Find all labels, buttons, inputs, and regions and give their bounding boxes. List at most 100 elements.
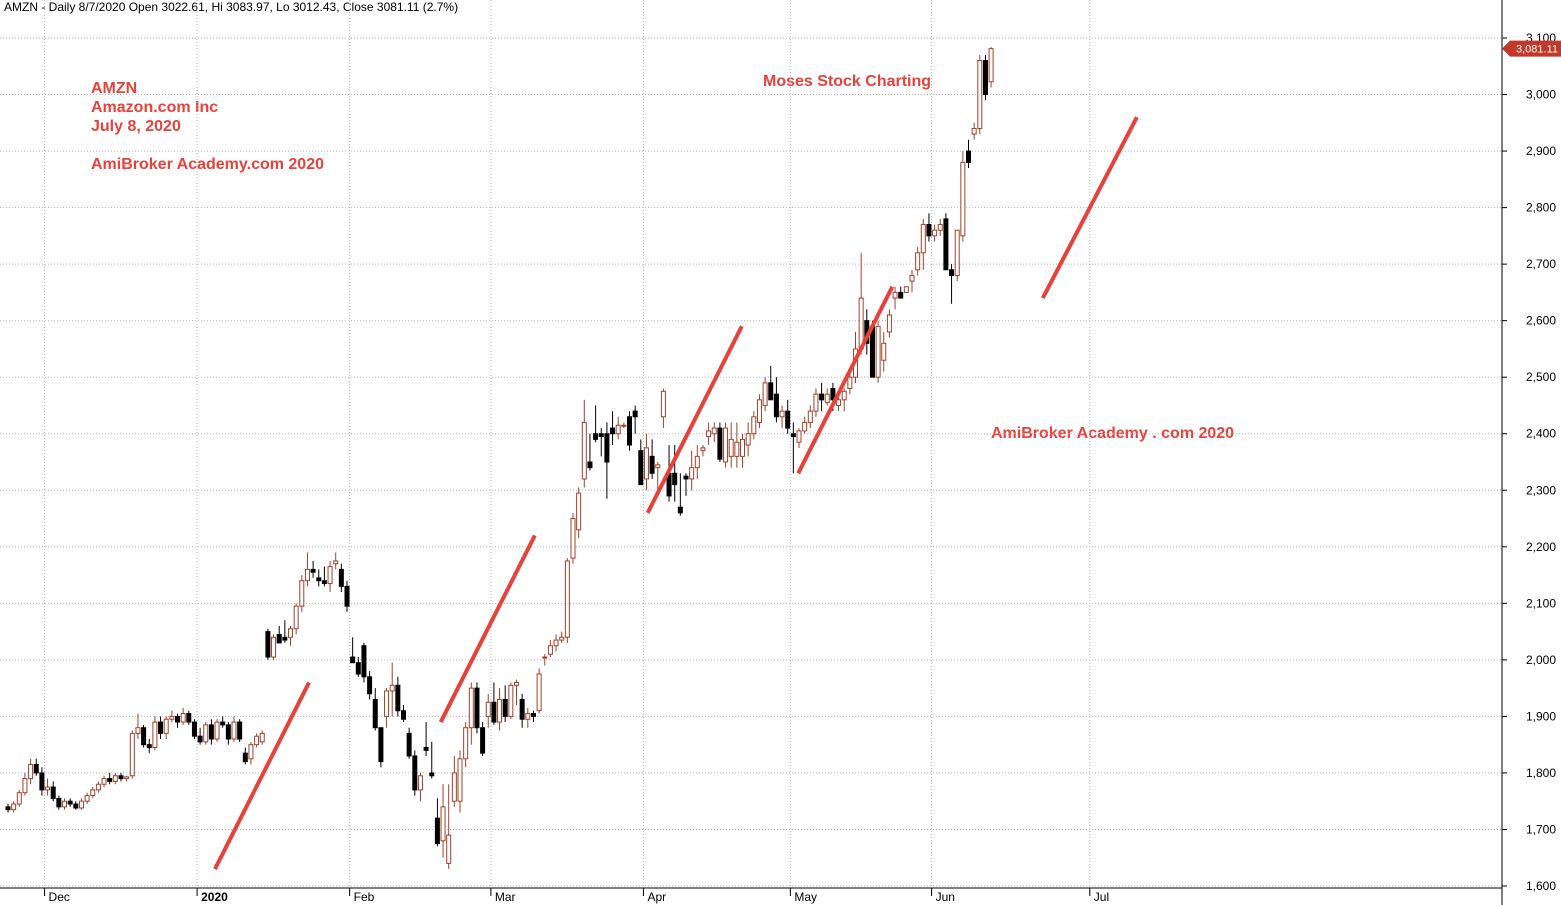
candle-body-down	[830, 388, 836, 401]
candle-body-down	[785, 410, 791, 429]
candle-body-down	[717, 427, 723, 460]
candle-body-up	[525, 713, 531, 720]
candle	[604, 422, 610, 499]
candle-body-up	[299, 580, 305, 607]
candle	[824, 388, 830, 406]
candle	[118, 772, 124, 782]
x-tick-label: Jun	[936, 890, 955, 904]
y-tick-label: 2,800	[1526, 201, 1556, 215]
candle	[152, 716, 158, 751]
candle-body-up	[841, 390, 847, 401]
candle	[790, 422, 796, 474]
candle	[33, 758, 39, 776]
candle-body-down	[321, 580, 327, 585]
info-line-date: July 8, 2020	[91, 118, 181, 135]
candle	[621, 422, 627, 429]
candle	[519, 693, 525, 728]
candle	[926, 213, 932, 242]
candle-body-up	[304, 568, 310, 582]
candle-body-up	[129, 732, 135, 777]
candle-body-up	[779, 410, 785, 418]
candle	[813, 388, 819, 417]
candle-body-up	[78, 800, 84, 809]
candle	[819, 382, 825, 412]
candle-body-down	[344, 585, 350, 607]
candle-body-up	[45, 786, 51, 791]
trend-line	[796, 285, 895, 475]
candle	[627, 411, 632, 451]
candle-body-up	[417, 775, 423, 791]
candle	[406, 727, 412, 759]
candle-body-up	[915, 252, 921, 271]
candle	[338, 563, 344, 593]
y-tick-label: 2,900	[1526, 144, 1556, 158]
candle-body-up	[700, 447, 706, 452]
candle	[615, 416, 621, 440]
candle	[881, 331, 887, 372]
y-tick-label: 2,000	[1526, 653, 1556, 667]
candle-body-down	[56, 797, 62, 808]
candle-body-up	[847, 376, 853, 390]
candle-body-down	[519, 698, 525, 720]
candle	[389, 662, 395, 717]
candle-body-up	[457, 758, 463, 802]
candle	[610, 411, 616, 446]
candle	[463, 722, 469, 768]
candle	[875, 320, 881, 383]
candle	[943, 213, 949, 271]
candle-body-up	[62, 800, 67, 808]
x-tick-label: Jul	[1094, 890, 1109, 904]
candle	[514, 679, 519, 706]
candle-body-up	[807, 410, 813, 423]
candle-body-down	[672, 472, 678, 486]
candle-body-up	[135, 727, 141, 734]
candle-body-up	[971, 127, 977, 135]
candle-body-up	[542, 656, 548, 659]
candle-body-down	[406, 732, 412, 757]
candle	[553, 634, 559, 652]
candle-body-up	[514, 681, 519, 686]
candle-body-down	[790, 433, 796, 438]
candle-body-up	[903, 286, 909, 293]
candle	[208, 719, 214, 745]
candle	[180, 707, 186, 725]
candle	[197, 727, 203, 745]
candle	[95, 781, 101, 793]
candle	[440, 784, 446, 858]
candle-body-up	[920, 224, 926, 254]
candle-body-up	[711, 427, 717, 435]
candle	[304, 552, 310, 587]
y-tick-label: 2,400	[1526, 427, 1556, 441]
candle-body-up	[706, 430, 712, 438]
candle-body-up	[90, 789, 96, 797]
candle-body-up	[694, 455, 700, 469]
candle	[723, 422, 729, 468]
y-tick-label: 1,700	[1526, 822, 1556, 836]
candle	[254, 733, 260, 748]
trend-line	[645, 325, 744, 514]
candle	[401, 705, 406, 723]
candle-body-down	[982, 60, 988, 96]
y-tick-label: 1,600	[1526, 879, 1556, 893]
candle	[570, 512, 576, 564]
candle	[858, 252, 864, 355]
candle-body-down	[638, 450, 644, 486]
candle	[73, 801, 79, 810]
candle	[694, 445, 700, 479]
candle-body-up	[581, 421, 587, 480]
candle	[169, 710, 175, 723]
candle	[429, 741, 435, 779]
candle-body-up	[259, 732, 265, 743]
trend-lines	[213, 116, 1139, 870]
candle-body-up	[615, 424, 621, 435]
last-price-marker: 3,081.11	[1502, 40, 1561, 57]
candle	[434, 798, 440, 847]
candle-body-down	[434, 817, 440, 845]
candle	[632, 405, 638, 434]
candle-body-up	[836, 399, 842, 406]
candle	[271, 634, 277, 660]
candle	[728, 422, 734, 468]
candle-body-down	[67, 800, 73, 805]
candle-body-down	[412, 755, 418, 791]
candle	[395, 676, 401, 717]
